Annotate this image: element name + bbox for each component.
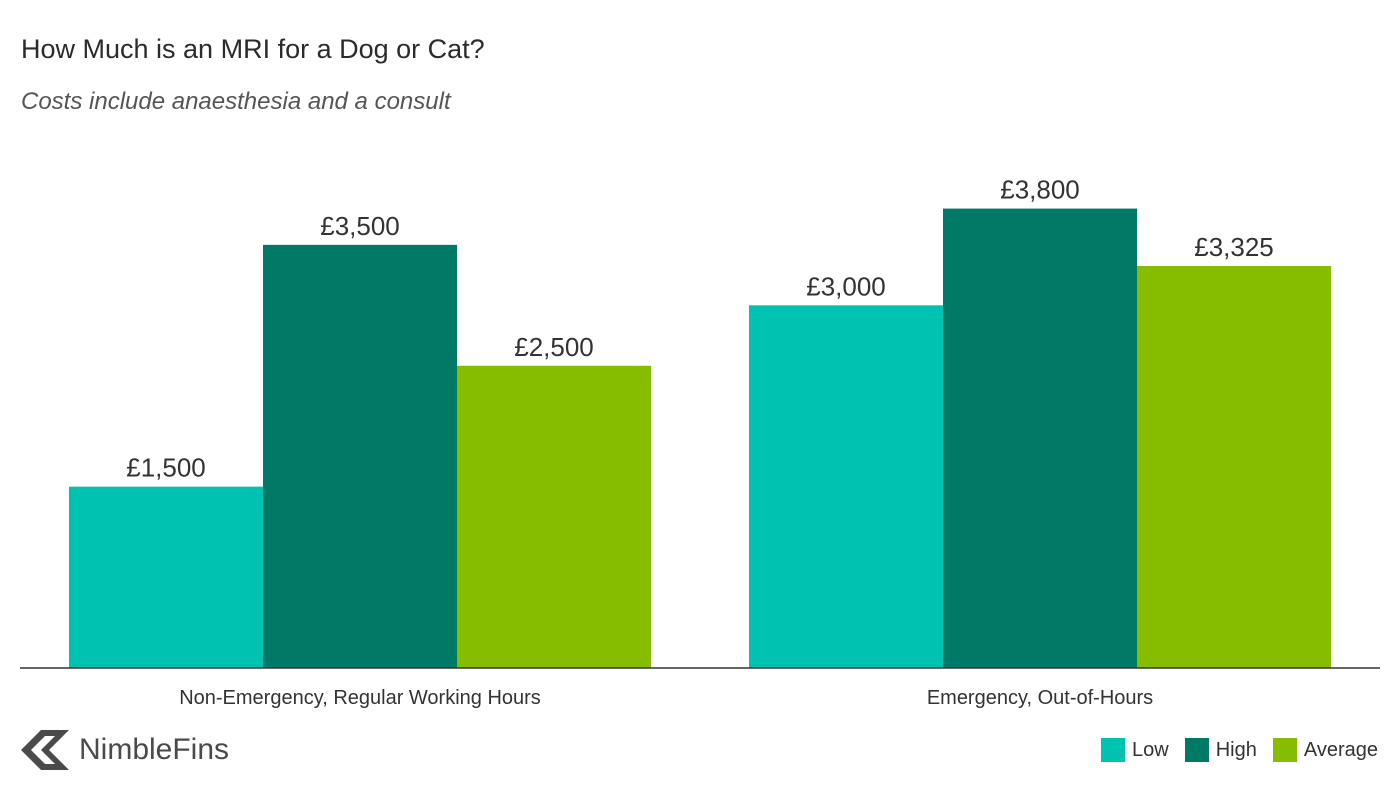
legend-label-average: Average bbox=[1303, 738, 1378, 761]
nimblefins-chevron-logo-icon bbox=[21, 730, 69, 770]
bar-high-non-emergency-regular-working-hours bbox=[263, 244, 457, 668]
chart-title: How Much is an MRI for a Dog or Cat? bbox=[21, 34, 485, 64]
data-label-average-emergency-out-of-hours: £3,325 bbox=[1194, 232, 1274, 262]
x-tick-label-non-emergency-regular-working-hours: Non-Emergency, Regular Working Hours bbox=[179, 687, 541, 709]
legend-label-low: Low bbox=[1132, 738, 1169, 761]
legend-label-high: High bbox=[1215, 738, 1257, 761]
legend-item-high: High bbox=[1184, 738, 1257, 762]
bar-high-emergency-out-of-hours bbox=[943, 208, 1137, 668]
data-label-low-emergency-out-of-hours: £3,000 bbox=[806, 271, 886, 301]
chart-subtitle: Costs include anaesthesia and a consult bbox=[21, 88, 451, 115]
data-label-low-non-emergency-regular-working-hours: £1,500 bbox=[126, 453, 206, 483]
legend-swatch-low bbox=[1101, 738, 1126, 762]
chart-legend: Low High Average bbox=[1085, 738, 1378, 762]
bar-average-non-emergency-regular-working-hours bbox=[457, 365, 651, 668]
bar-low-non-emergency-regular-working-hours bbox=[69, 486, 263, 668]
brand-logo: NimbleFins bbox=[21, 728, 229, 772]
data-label-average-non-emergency-regular-working-hours: £2,500 bbox=[514, 332, 594, 362]
legend-item-average: Average bbox=[1272, 738, 1378, 762]
legend-swatch-average bbox=[1272, 738, 1297, 762]
bar-average-emergency-out-of-hours bbox=[1137, 266, 1331, 668]
data-label-high-emergency-out-of-hours: £3,800 bbox=[1000, 175, 1080, 205]
data-label-high-non-emergency-regular-working-hours: £3,500 bbox=[320, 211, 400, 241]
bar-low-emergency-out-of-hours bbox=[749, 305, 943, 668]
legend-swatch-high bbox=[1184, 738, 1209, 762]
legend-item-low: Low bbox=[1101, 738, 1169, 762]
brand-name: NimbleFins bbox=[79, 733, 230, 766]
x-tick-label-emergency-out-of-hours: Emergency, Out-of-Hours bbox=[927, 687, 1153, 709]
